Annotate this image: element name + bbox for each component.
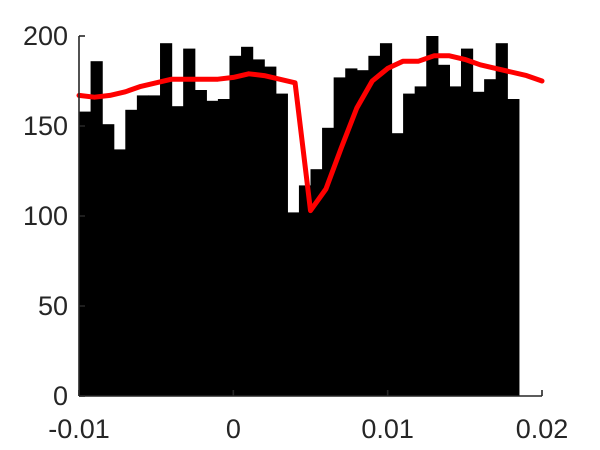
histogram-bar [414,86,427,397]
histogram-bar [437,64,450,397]
histogram-bars [79,36,520,397]
histogram-bar [472,91,485,397]
histogram-bar [379,43,393,396]
histogram-bar [183,48,196,396]
x-tick-label: -0.01 [48,414,110,444]
histogram-bar [460,48,474,396]
histogram-bar [217,99,231,396]
histogram-bar [160,43,173,396]
y-axis-ticks: 0 50 100 150 200 [23,21,85,411]
x-tick-label: 0.01 [361,414,414,444]
histogram-bar [322,127,335,397]
histogram-bar [345,68,358,397]
histogram-bar [368,55,381,397]
histogram-bar [333,77,346,397]
histogram-bar [287,212,300,396]
fit-curve [76,53,545,214]
histogram-bar [391,133,404,396]
histogram-bar [241,46,254,397]
y-tick-label: 200 [23,21,68,51]
y-tick-label: 50 [38,291,68,321]
histogram-bar [426,36,439,396]
histogram-bar [171,106,184,396]
histogram-bar [264,66,277,396]
histogram-bar [495,43,508,396]
histogram-bar [484,79,497,396]
histogram-bar [310,169,323,396]
x-tick-label: 0 [226,414,241,444]
histogram-bar [229,55,242,397]
histogram-bar [298,185,312,396]
histogram-bar [275,93,288,396]
histogram-bar [206,100,219,397]
histogram-bar [102,124,115,396]
x-tick-label: 0.02 [516,414,569,444]
y-tick-label: 0 [53,381,68,411]
histogram-bar [403,93,416,396]
y-tick-label: 100 [23,201,68,231]
histogram-bar [356,70,369,396]
histogram-bar [79,111,92,396]
histogram-bar [113,149,126,396]
histogram-bar [449,86,462,397]
histogram-bar [125,109,138,397]
histogram-bar [136,95,150,397]
histogram-bar [90,61,103,396]
histogram-bar [194,90,207,396]
y-tick-label: 150 [23,111,68,141]
x-axis-ticks: -0.01 0 0.01 0.02 [48,390,568,444]
histogram-bar [252,59,265,397]
histogram-bar [507,99,520,396]
histogram-bar [148,95,161,397]
